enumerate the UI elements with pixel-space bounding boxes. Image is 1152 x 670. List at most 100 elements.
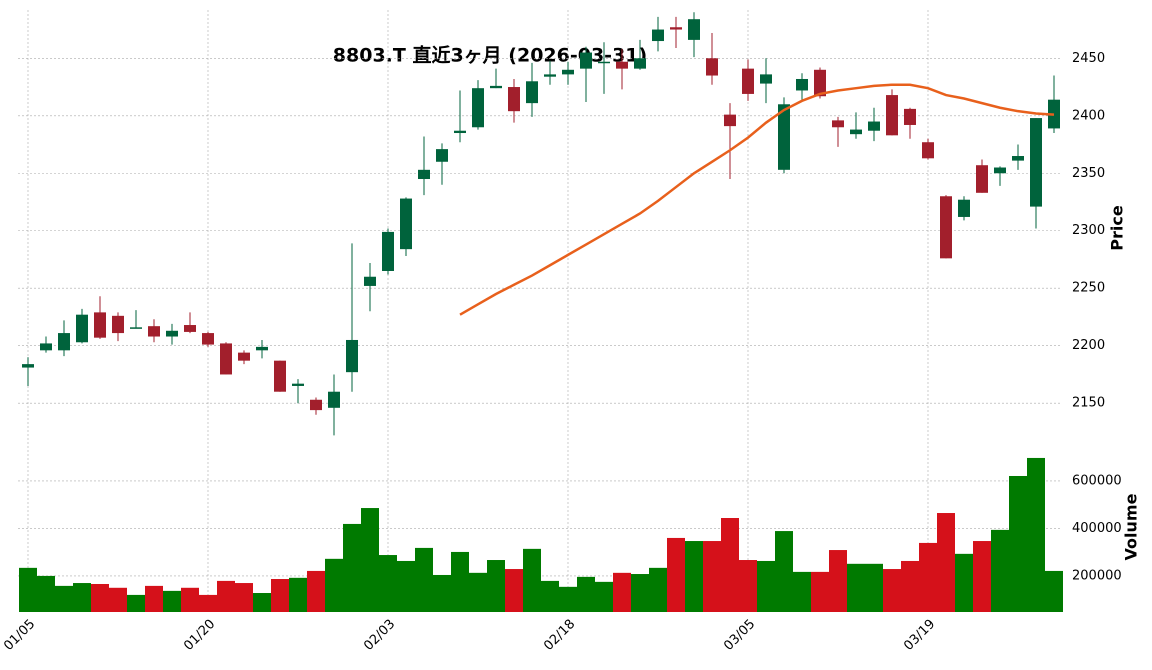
- volume-bar: [55, 585, 73, 612]
- candle-body: [742, 68, 754, 94]
- volume-bar: [307, 570, 325, 612]
- volume-bar: [523, 548, 541, 612]
- candle-body: [724, 114, 736, 127]
- y-tick-label: 2450: [1072, 51, 1105, 66]
- candle-body: [40, 343, 52, 351]
- candle-body: [148, 326, 160, 337]
- candle-body: [814, 69, 826, 97]
- candle-body: [976, 165, 988, 193]
- volume-bar: [91, 583, 109, 612]
- candle-body: [256, 346, 268, 351]
- y-tick-label: 2250: [1072, 281, 1105, 296]
- volume-bar: [37, 575, 55, 612]
- candle-body: [274, 360, 286, 392]
- candle-body: [58, 333, 70, 351]
- candle-body: [922, 142, 934, 159]
- volume-bar: [613, 572, 631, 612]
- volume-bar: [649, 567, 667, 612]
- volume-bar: [235, 583, 253, 612]
- volume-bar: [685, 541, 703, 612]
- candle-body: [562, 69, 574, 75]
- volume-tick-label: 200000: [1072, 568, 1122, 583]
- candle-body: [580, 52, 592, 69]
- volume-bar: [757, 560, 775, 612]
- candle-body: [634, 58, 646, 69]
- volume-bar: [775, 531, 793, 612]
- volume-bar: [919, 542, 937, 612]
- candle-body: [130, 327, 142, 329]
- candle-body: [886, 95, 898, 136]
- volume-axis-label: Volume: [1122, 493, 1141, 560]
- candle-body: [796, 78, 808, 91]
- volume-bar: [739, 560, 757, 612]
- volume-bar: [703, 541, 721, 612]
- x-tick-label: 03/19: [901, 617, 938, 654]
- volume-bar: [811, 571, 829, 612]
- volume-bar: [379, 555, 397, 612]
- candle-body: [526, 81, 538, 104]
- volume-bar: [955, 553, 973, 612]
- volume-bar: [973, 541, 991, 612]
- volume-bar: [163, 590, 181, 612]
- volume-tick-label: 600000: [1072, 473, 1122, 488]
- candle-body: [508, 87, 520, 112]
- volume-bar: [451, 551, 469, 612]
- volume-bar: [343, 523, 361, 612]
- candle-body: [238, 352, 250, 361]
- volume-bar: [487, 560, 505, 612]
- candle-body: [652, 29, 664, 42]
- volume-bar: [793, 571, 811, 612]
- x-tick-label: 01/05: [1, 617, 38, 654]
- y-tick-label: 2400: [1072, 108, 1105, 123]
- volume-bar: [217, 580, 235, 612]
- volume-bar: [325, 558, 343, 612]
- candle-body: [184, 325, 196, 332]
- candle-body: [166, 330, 178, 337]
- volume-bar: [397, 560, 415, 612]
- candle-body: [364, 276, 376, 286]
- candle-body: [346, 339, 358, 373]
- candle-body: [112, 315, 124, 334]
- volume-bar: [541, 580, 559, 612]
- volume-tick-label: 400000: [1072, 521, 1122, 536]
- candle-body: [220, 343, 232, 375]
- candle-body: [418, 169, 430, 180]
- volume-bar: [829, 550, 847, 612]
- candle-body: [490, 85, 502, 89]
- volume-bar: [1009, 475, 1027, 612]
- candle-body: [778, 104, 790, 170]
- candle-body: [958, 199, 970, 217]
- moving-average-line: [459, 83, 1055, 316]
- candle-body: [472, 88, 484, 128]
- candle-body: [94, 312, 106, 338]
- y-axis-label: Price: [1108, 205, 1127, 251]
- volume-bar: [415, 547, 433, 612]
- volume-bar: [595, 581, 613, 612]
- candle-body: [436, 149, 448, 162]
- volume-bar: [199, 594, 217, 612]
- candle-body: [310, 399, 322, 411]
- volume-bar: [991, 529, 1009, 612]
- volume-bar: [577, 576, 595, 612]
- candle-body: [22, 364, 34, 368]
- chart-title: 8803.T 直近3ヶ月 (2026-03-31): [333, 44, 647, 67]
- candle-body: [1030, 118, 1042, 207]
- candle-body: [670, 27, 682, 30]
- volume-bar: [433, 574, 451, 612]
- candle-body: [868, 121, 880, 131]
- y-tick-label: 2300: [1072, 223, 1105, 238]
- candle-body: [940, 196, 952, 259]
- candle-body: [598, 61, 610, 64]
- volume-bar: [721, 518, 739, 612]
- candle-body: [400, 198, 412, 250]
- volume-bar: [847, 563, 865, 612]
- y-tick-label: 2350: [1072, 166, 1105, 181]
- x-tick-label: 03/05: [721, 617, 758, 654]
- candle-body: [292, 383, 304, 386]
- candle-body: [454, 130, 466, 134]
- candle-body: [760, 74, 772, 84]
- volume-bar: [109, 587, 127, 612]
- volume-bar: [865, 563, 883, 612]
- volume-bar: [73, 583, 91, 612]
